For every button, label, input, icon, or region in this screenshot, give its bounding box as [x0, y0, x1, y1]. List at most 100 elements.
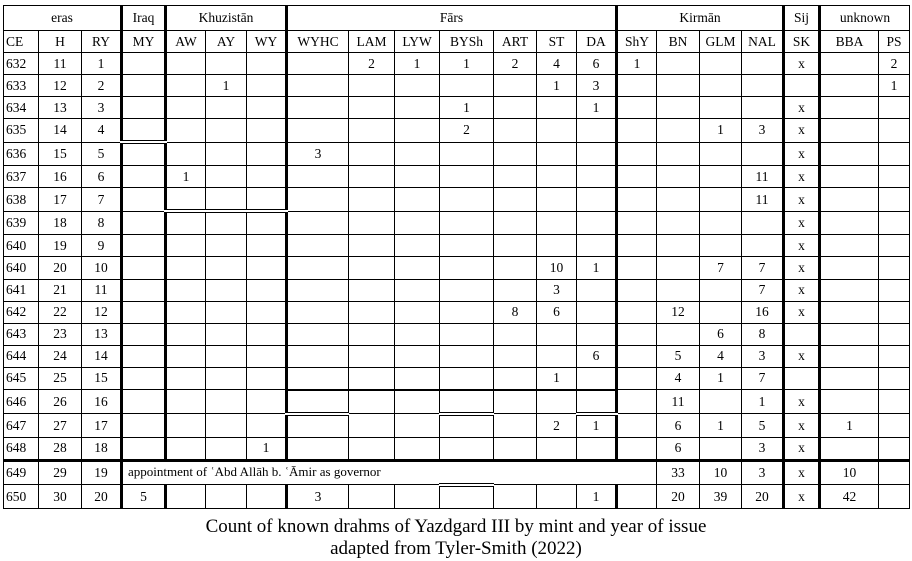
table-cell	[439, 256, 495, 280]
table-cell	[656, 234, 701, 258]
table-cell	[536, 322, 578, 346]
table-cell	[164, 278, 207, 302]
table-cell: x	[782, 141, 821, 167]
table-cell: 1	[536, 74, 578, 98]
table-cell	[493, 187, 538, 212]
table-cell: 15	[38, 141, 82, 167]
table-cell	[120, 234, 167, 258]
table-cell: x	[782, 436, 821, 461]
table-cell	[656, 278, 701, 302]
table-cell	[348, 187, 396, 212]
table-cell	[878, 165, 911, 189]
table-cell	[615, 278, 658, 302]
table-cell	[615, 389, 658, 415]
governor-note: appointment of ʿAbd Allāh b. ʿĀmir as go…	[120, 459, 658, 486]
table-cell	[576, 388, 618, 416]
column-header: ART	[493, 29, 538, 54]
table-cell	[818, 74, 880, 98]
table-row: 638 17 7 11 x	[3, 187, 911, 212]
table-cell: 28	[38, 436, 82, 461]
table-cell	[439, 413, 495, 438]
table-cell: 20	[656, 484, 701, 509]
table-cell: 29	[38, 459, 82, 486]
table-cell: 2	[536, 413, 578, 438]
table-cell	[439, 74, 495, 98]
table-cell: 1	[878, 74, 911, 98]
table-cell: 7	[699, 256, 743, 280]
table-cell: 9	[80, 234, 123, 258]
table-cell	[285, 210, 350, 236]
table-cell	[164, 413, 207, 438]
table-cell: 1	[699, 366, 743, 391]
table-cell: 632	[3, 52, 39, 76]
table-cell	[164, 118, 207, 143]
table-cell	[878, 459, 911, 486]
column-header: LYW	[394, 29, 441, 54]
table-cell	[120, 165, 167, 189]
table-cell	[699, 52, 743, 76]
table-cell: x	[782, 165, 821, 189]
table-cell	[699, 436, 743, 461]
table-cell: 5	[120, 484, 167, 509]
table-cell	[164, 436, 207, 461]
table-cell: 3	[285, 484, 350, 509]
table-cell	[439, 366, 495, 391]
table-cell	[164, 322, 207, 346]
table-cell: 24	[38, 344, 82, 368]
table-cell: 11	[38, 52, 82, 76]
table-cell	[699, 300, 743, 324]
table-cell	[615, 210, 658, 236]
table-cell	[285, 344, 350, 368]
table-cell: x	[782, 234, 821, 258]
table-cell	[536, 165, 578, 189]
table-cell	[576, 234, 618, 258]
table-cell: 33	[656, 459, 701, 486]
table-cell: 4	[80, 118, 123, 143]
table-cell	[615, 234, 658, 258]
table-cell	[699, 389, 743, 415]
table-cell	[615, 74, 658, 98]
table-cell: 3	[285, 141, 350, 167]
table-cell: x	[782, 300, 821, 324]
table-cell: x	[782, 96, 821, 120]
table-cell	[878, 389, 911, 415]
table-cell: 634	[3, 96, 39, 120]
table-cell: 2	[878, 52, 911, 76]
table-cell: 633	[3, 74, 39, 98]
table-cell	[741, 234, 785, 258]
table-row: 637 16 6 1 11 x	[3, 165, 911, 189]
table-cell	[878, 187, 911, 212]
table-cell: 4	[699, 344, 743, 368]
table-cell: 636	[3, 141, 39, 167]
table-cell	[536, 436, 578, 461]
table-cell: x	[782, 118, 821, 143]
table-cell	[615, 344, 658, 368]
table-cell	[493, 118, 538, 143]
column-header: RY	[80, 29, 123, 54]
table-cell	[285, 413, 350, 438]
table-cell: x	[782, 52, 821, 76]
table-cell	[394, 74, 441, 98]
table-cell	[439, 300, 495, 324]
column-header: WY	[246, 29, 288, 54]
table-cell	[205, 278, 248, 302]
table-cell	[878, 322, 911, 346]
table-cell	[615, 165, 658, 189]
table-cell	[120, 96, 167, 120]
table-cell: 635	[3, 118, 39, 143]
table-cell	[493, 366, 538, 391]
table-cell	[285, 118, 350, 143]
table-cell: 3	[741, 436, 785, 461]
table-cell: 7	[741, 256, 785, 280]
table-cell	[576, 322, 618, 346]
table-cell: 3	[576, 74, 618, 98]
table-cell	[246, 344, 288, 368]
table-cell: 5	[741, 413, 785, 438]
table-cell	[348, 74, 396, 98]
table-cell	[164, 96, 207, 120]
table-cell	[741, 210, 785, 236]
table-cell: 1	[615, 52, 658, 76]
table-cell	[285, 187, 350, 212]
table-cell	[205, 209, 248, 236]
table-cell: x	[782, 459, 821, 486]
